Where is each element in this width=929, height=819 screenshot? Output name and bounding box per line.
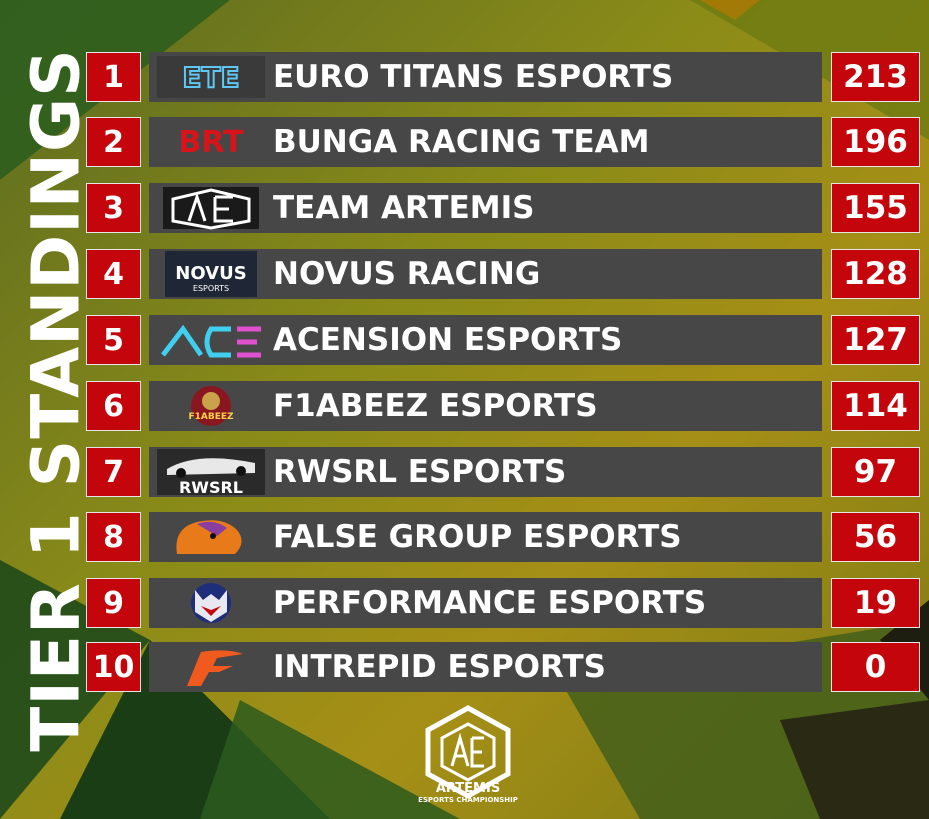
team-bar: ACENSION ESPORTS [149, 315, 822, 365]
points-badge: 114 [831, 381, 920, 431]
euro-titans-logo: ETE [157, 54, 265, 100]
standings-row: 5 ACENSION ESPORTS 127 [86, 315, 920, 365]
points-badge: 0 [831, 642, 920, 692]
f1abeez-logo: F1ABEEZ [157, 383, 265, 429]
team-bar: BRT BUNGA RACING TEAM [149, 117, 822, 167]
svg-text:NOVUS: NOVUS [175, 263, 246, 284]
team-name: F1ABEEZ ESPORTS [273, 388, 598, 424]
rwsrl-logo: RWSRL [157, 449, 265, 495]
team-name: NOVUS RACING [273, 256, 541, 292]
team-name: INTREPID ESPORTS [273, 649, 606, 685]
points-badge: 213 [831, 52, 920, 102]
team-bar: PERFORMANCE ESPORTS [149, 578, 822, 628]
rank-badge: 4 [86, 249, 141, 299]
performance-wolf-logo [157, 580, 265, 626]
svg-text:ESPORTS: ESPORTS [193, 284, 229, 293]
points-badge: 56 [831, 512, 920, 562]
team-bar: FALSE GROUP ESPORTS [149, 512, 822, 562]
rank-badge: 6 [86, 381, 141, 431]
team-bar: TEAM ARTEMIS [149, 183, 822, 233]
team-name: ACENSION ESPORTS [273, 322, 623, 358]
team-bar: RWSRL RWSRL ESPORTS [149, 447, 822, 497]
svg-text:BRT: BRT [178, 125, 244, 160]
rank-badge: 2 [86, 117, 141, 167]
footer-subtitle: ESPORTS CHAMPIONSHIP [418, 796, 518, 804]
page-title: TIER 1 STANDINGS [17, 48, 95, 752]
points-badge: 155 [831, 183, 920, 233]
svg-text:RWSRL: RWSRL [179, 478, 243, 495]
team-artemis-logo [157, 185, 265, 231]
novus-racing-logo: NOVUS ESPORTS [157, 251, 265, 297]
rank-badge: 10 [86, 642, 141, 692]
team-name: TEAM ARTEMIS [273, 190, 535, 226]
svg-text:ETE: ETE [182, 61, 239, 94]
bunga-racing-logo: BRT [157, 119, 265, 165]
standings-row: 4 NOVUS ESPORTS NOVUS RACING 128 [86, 249, 920, 299]
team-bar: ETE EURO TITANS ESPORTS [149, 52, 822, 102]
standings-row: 3 TEAM ARTEMIS 155 [86, 183, 920, 233]
standings-row: 2 BRT BUNGA RACING TEAM 196 [86, 117, 920, 167]
standings-row: 8 FALSE GROUP ESPORTS 56 [86, 512, 920, 562]
team-bar: NOVUS ESPORTS NOVUS RACING [149, 249, 822, 299]
intrepid-logo [157, 644, 265, 690]
team-name: RWSRL ESPORTS [273, 454, 567, 490]
false-group-logo [157, 514, 265, 560]
rank-badge: 7 [86, 447, 141, 497]
rank-badge: 3 [86, 183, 141, 233]
team-name: EURO TITANS ESPORTS [273, 59, 674, 95]
svg-text:F1ABEEZ: F1ABEEZ [188, 412, 234, 422]
rank-badge: 1 [86, 52, 141, 102]
points-badge: 19 [831, 578, 920, 628]
team-name: BUNGA RACING TEAM [273, 124, 650, 160]
standings-row: 9 PERFORMANCE ESPORTS 19 [86, 578, 920, 628]
standings-row: 7 RWSRL RWSRL ESPORTS 97 [86, 447, 920, 497]
team-name: FALSE GROUP ESPORTS [273, 519, 682, 555]
standings-row: 1 ETE EURO TITANS ESPORTS 213 [86, 52, 920, 102]
points-badge: 97 [831, 447, 920, 497]
points-badge: 196 [831, 117, 920, 167]
team-bar: INTREPID ESPORTS [149, 642, 822, 692]
points-badge: 128 [831, 249, 920, 299]
standings-row: 10 INTREPID ESPORTS 0 [86, 642, 920, 692]
standings-row: 6 F1ABEEZ F1ABEEZ ESPORTS 114 [86, 381, 920, 431]
rank-badge: 5 [86, 315, 141, 365]
team-name: PERFORMANCE ESPORTS [273, 585, 707, 621]
artemis-championship-logo [425, 705, 511, 799]
points-badge: 127 [831, 315, 920, 365]
team-bar: F1ABEEZ F1ABEEZ ESPORTS [149, 381, 822, 431]
footer-brand: ARTEMIS [435, 781, 501, 796]
rank-badge: 8 [86, 512, 141, 562]
acension-logo [157, 317, 265, 363]
rank-badge: 9 [86, 578, 141, 628]
